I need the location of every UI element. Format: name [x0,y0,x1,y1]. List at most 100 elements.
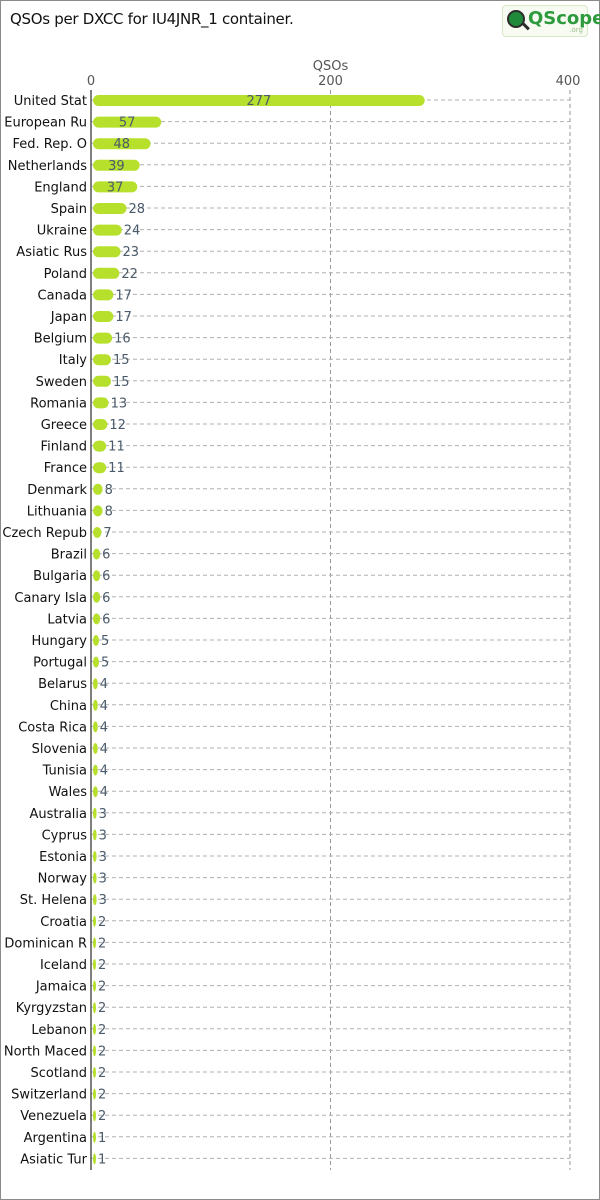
x-tick-label: 200 [318,74,343,89]
category-label: Australia [29,807,87,822]
bar [93,311,114,322]
value-label: 16 [114,332,131,347]
value-label: 15 [113,375,130,390]
bar [93,483,103,495]
category-label: Slovenia [32,742,87,757]
bar [93,1045,96,1057]
category-label: Denmark [27,483,87,498]
bar [93,267,120,279]
value-label: 277 [246,94,271,109]
bar [93,1110,96,1122]
bar [93,764,98,776]
bar [93,224,122,236]
bar [93,1023,96,1035]
bar [93,289,114,301]
bar [93,419,108,430]
value-label: 3 [99,893,107,908]
bar [93,699,98,711]
value-label: 2 [98,1044,106,1059]
bar [93,548,101,560]
category-label: Lebanon [31,1023,87,1038]
value-label: 1 [98,1152,106,1167]
category-label: England [34,180,87,195]
category-label: Netherlands [8,159,87,174]
bar [93,656,99,668]
value-label: 11 [108,461,125,476]
value-label: 4 [100,785,108,800]
value-label: 7 [103,526,111,541]
category-label: Latvia [47,612,87,627]
category-label: Canary Isla [14,591,87,606]
value-label: 6 [102,548,110,563]
bar [93,1131,96,1143]
category-label: Jamaica [35,980,87,995]
x-tick-label: 400 [556,74,581,89]
category-label: Japan [50,310,87,325]
category-label: Finland [41,440,87,455]
qscope-logo[interactable]: QScope .org [502,5,600,37]
value-label: 2 [98,915,106,930]
category-label: Cyprus [42,828,88,843]
category-label: Iceland [40,958,87,973]
value-label: 3 [99,872,107,887]
value-label: 4 [100,677,108,692]
category-label: Fed. Rep. O [13,137,87,152]
value-label: 8 [105,483,113,498]
bar [93,937,96,949]
value-label: 22 [121,267,138,282]
category-label: Romania [30,396,87,411]
bar [93,116,162,128]
category-label: Sweden [36,375,87,390]
bar [93,440,107,452]
category-label: Croatia [40,915,87,930]
category-label: Asiatic Tur [20,1152,87,1167]
category-label: Venezuela [20,1109,87,1124]
value-label: 1 [98,1131,106,1146]
category-label: North Maced [4,1044,87,1059]
value-label: 5 [101,634,109,649]
value-label: 2 [98,1023,106,1038]
category-label: Spain [51,202,87,217]
value-label: 24 [124,224,141,239]
bar [93,786,98,798]
bar [93,743,98,754]
value-label: 2 [98,1109,106,1124]
category-label: Asiatic Rus [16,245,87,260]
bar [93,1067,96,1078]
value-label: 17 [115,288,132,303]
bar [93,980,96,992]
bar [93,894,97,906]
category-label: Dominican R [4,936,87,951]
category-label: Ukraine [37,224,87,239]
value-label: 3 [99,850,107,865]
value-label: 6 [102,569,110,584]
bar [93,354,111,366]
value-label: 2 [98,1088,106,1103]
value-label: 2 [98,958,106,973]
x-tick-label: 0 [87,74,95,89]
category-label: Poland [44,267,87,282]
bar [93,678,98,690]
category-label: Estonia [39,850,87,865]
value-label: 28 [129,202,146,217]
category-label: Norway [38,872,88,887]
category-label: Bulgaria [33,569,87,584]
value-label: 3 [99,807,107,822]
bar [93,851,97,862]
category-label: Kyrgyzstan [16,1001,87,1016]
value-label: 6 [102,612,110,627]
category-label: Belgium [34,332,87,347]
category-label: France [44,461,87,476]
value-label: 4 [100,764,108,779]
value-label: 2 [98,1001,106,1016]
category-label: China [50,699,87,714]
value-label: 13 [111,396,128,411]
category-label: Czech Repub [2,526,87,541]
value-label: 11 [108,440,125,455]
bar [93,375,111,387]
category-label: European Ru [4,116,87,131]
value-label: 2 [98,1066,106,1081]
value-label: 39 [108,159,125,174]
value-label: 37 [107,180,124,195]
